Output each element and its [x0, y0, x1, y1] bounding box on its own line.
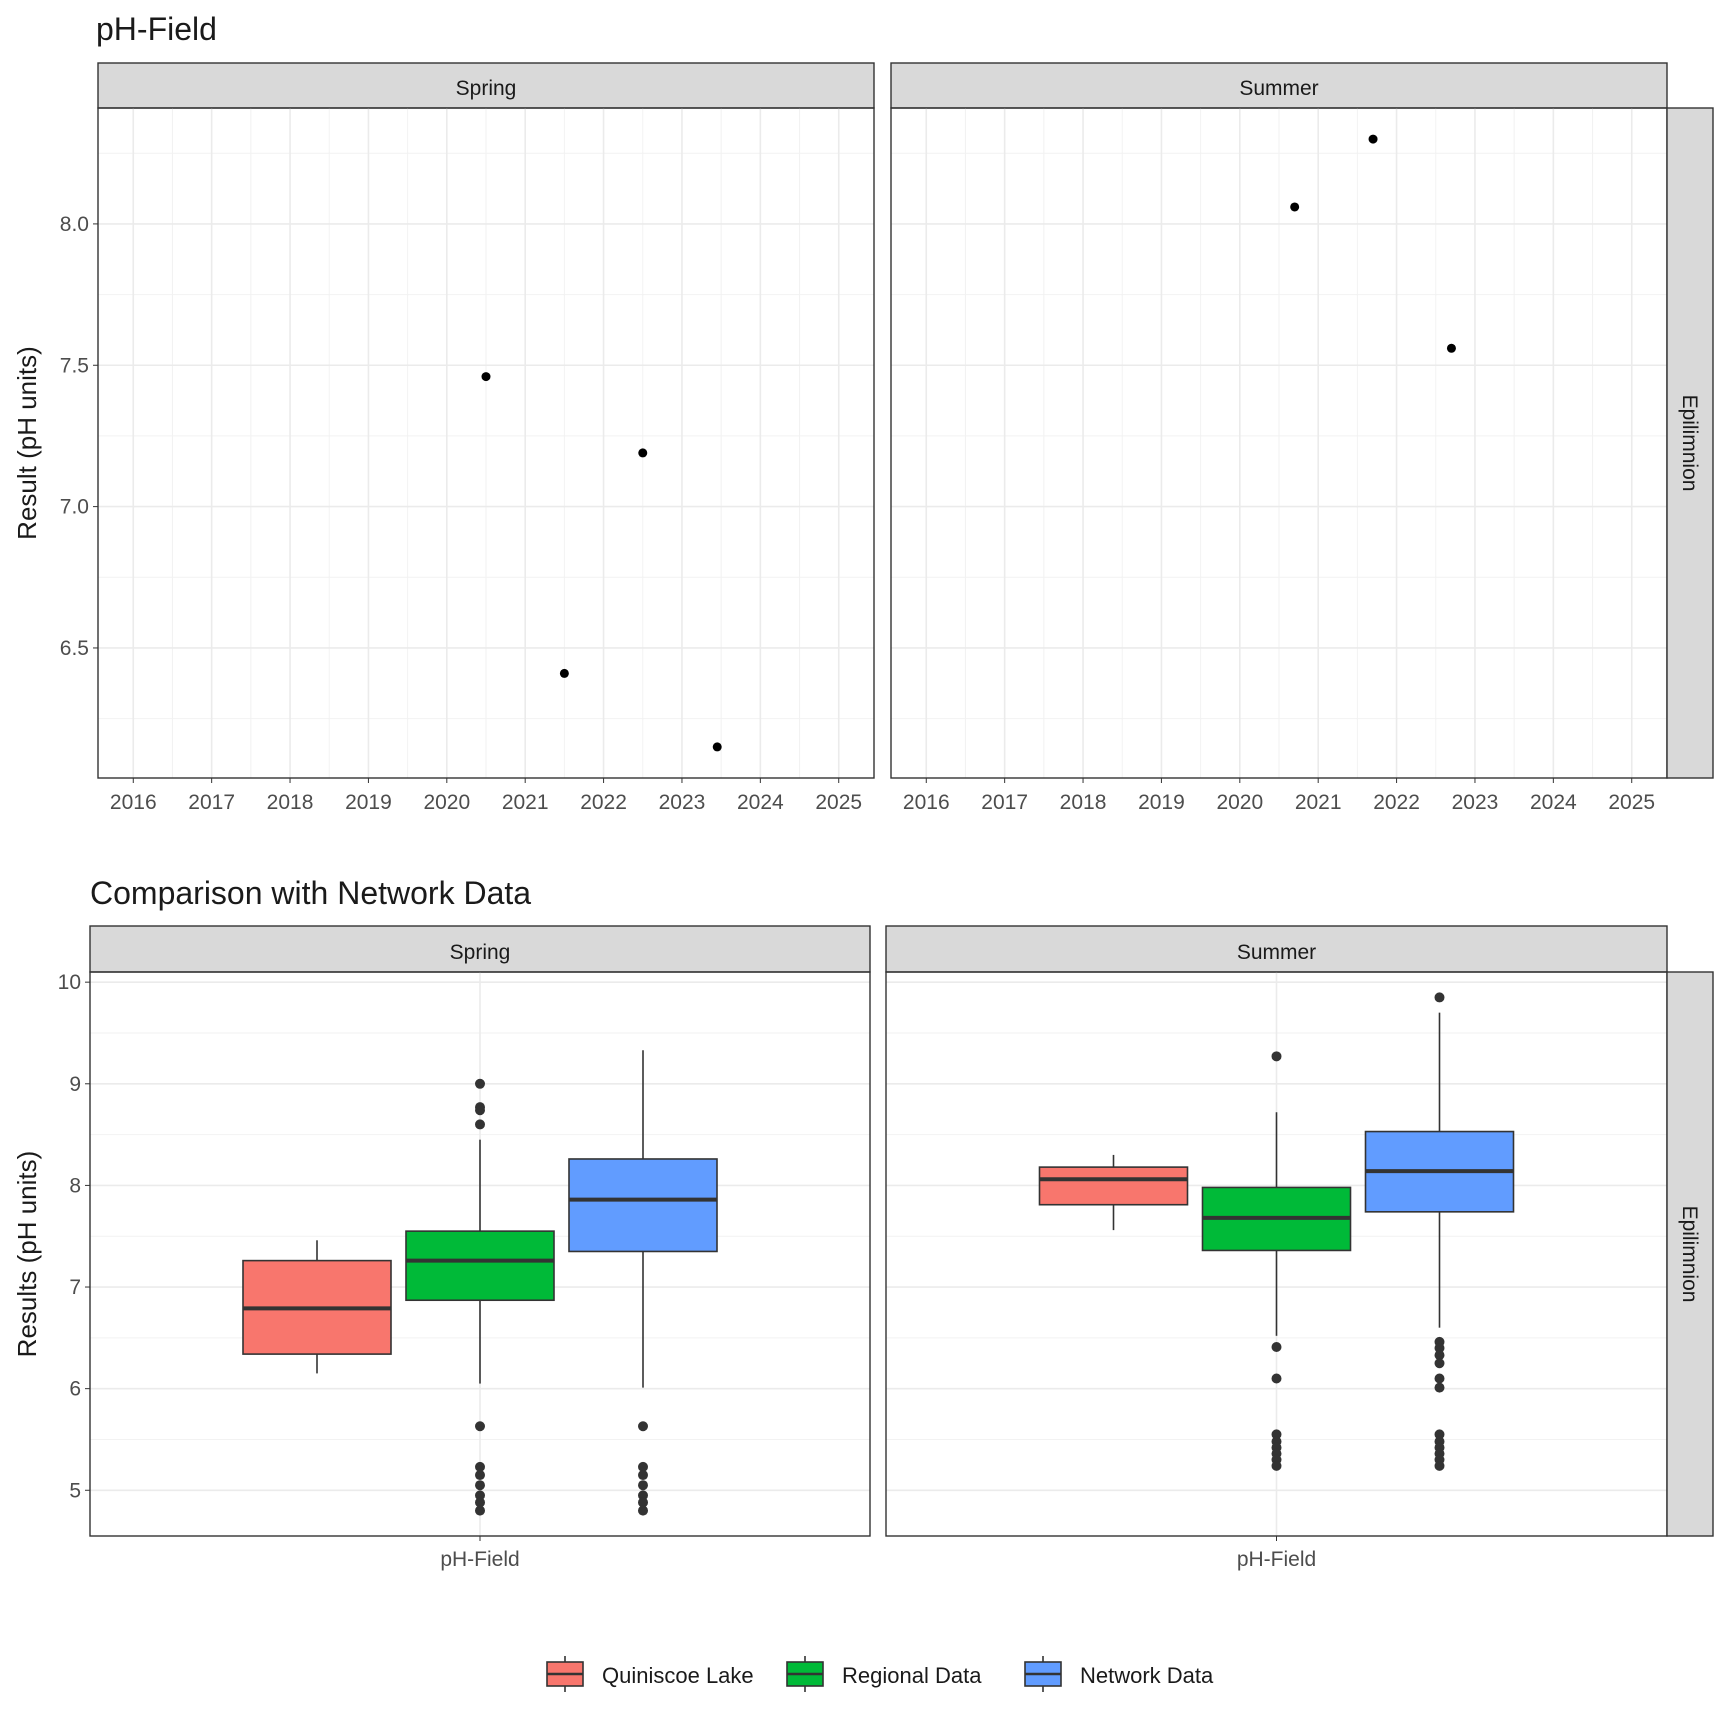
x-tick-label: pH-Field	[1237, 1548, 1316, 1571]
data-point	[1368, 134, 1378, 144]
outlier-point	[475, 1480, 485, 1491]
facet-label: Summer	[1237, 941, 1316, 964]
x-tick-label: 2018	[267, 791, 314, 814]
data-point	[712, 742, 722, 752]
outlier-point	[638, 1421, 648, 1432]
x-tick-label: 2016	[903, 791, 950, 814]
x-tick-label: pH-Field	[440, 1548, 519, 1571]
outlier-point	[1434, 1373, 1445, 1384]
x-tick-label: 2020	[1216, 791, 1263, 814]
facet-label: Spring	[450, 941, 511, 964]
outlier-point	[1271, 1341, 1282, 1352]
outlier-point	[475, 1078, 485, 1089]
x-tick-label: 2025	[1608, 791, 1655, 814]
box-body	[405, 1230, 555, 1302]
x-tick-label: 2025	[815, 791, 862, 814]
outlier-point	[475, 1505, 485, 1516]
x-tick-label: 2023	[659, 791, 706, 814]
facet-strip	[890, 62, 1668, 109]
chart-title: Comparison with Network Data	[90, 875, 531, 911]
outlier-point	[1434, 1350, 1445, 1361]
outlier-point	[638, 1461, 648, 1472]
panel-border	[97, 107, 875, 779]
legend-label: Quiniscoe Lake	[602, 1663, 754, 1688]
data-point	[481, 372, 491, 382]
outlier-point	[475, 1461, 485, 1472]
facet-strip-right	[1666, 107, 1714, 779]
outlier-point	[475, 1470, 485, 1481]
y-tick-label: 6.5	[60, 637, 89, 660]
outlier-point	[1434, 1343, 1445, 1353]
legend-label: Network Data	[1080, 1663, 1214, 1688]
x-tick-label: 2020	[423, 791, 470, 814]
facet-strip	[89, 925, 871, 973]
outlier-point	[638, 1470, 648, 1481]
data-point	[1290, 202, 1300, 212]
outlier-point	[638, 1505, 648, 1516]
x-tick-label: 2019	[345, 791, 392, 814]
outlier-point	[1434, 1358, 1445, 1369]
x-tick-label: 2022	[1373, 791, 1420, 814]
x-tick-label: 2024	[1530, 791, 1577, 814]
outlier-point	[475, 1105, 485, 1116]
outlier-point	[475, 1490, 485, 1501]
x-tick-label: 2022	[580, 791, 627, 814]
x-tick-label: 2016	[110, 791, 157, 814]
chart-title: pH-Field	[96, 11, 217, 47]
y-axis-label: Result (pH units)	[12, 346, 42, 540]
outlier-point	[475, 1119, 485, 1130]
x-tick-label: 2018	[1060, 791, 1107, 814]
outlier-point	[475, 1421, 485, 1432]
data-point	[559, 668, 569, 678]
outlier-point	[1434, 1460, 1445, 1471]
outlier-point	[1434, 992, 1445, 1003]
outlier-point	[475, 1497, 485, 1508]
outlier-point	[1271, 1460, 1282, 1471]
x-tick-label: 2021	[1295, 791, 1342, 814]
outlier-point	[638, 1490, 648, 1501]
outlier-point	[638, 1497, 648, 1508]
x-tick-label: 2017	[188, 791, 235, 814]
y-tick-label: 5	[69, 1479, 81, 1502]
box-body	[568, 1158, 718, 1253]
outlier-point	[638, 1480, 648, 1491]
box-body	[1038, 1166, 1189, 1206]
y-axis-label: Results (pH units)	[12, 1151, 42, 1358]
y-tick-label: 8.0	[60, 213, 89, 236]
outlier-point	[1434, 1429, 1445, 1440]
facet-strip-right	[1666, 971, 1714, 1537]
y-tick-label: 10	[58, 971, 81, 994]
outlier-point	[1434, 1382, 1445, 1393]
data-point	[1446, 343, 1456, 353]
facet-label: Spring	[456, 77, 517, 100]
data-point	[638, 448, 648, 458]
facet-label-right: Epilimnion	[1678, 395, 1701, 492]
outlier-point	[1271, 1051, 1282, 1062]
y-tick-label: 7	[69, 1276, 81, 1299]
outlier-point	[1271, 1429, 1282, 1440]
outlier-point	[1271, 1373, 1282, 1384]
x-tick-label: 2021	[502, 791, 549, 814]
facet-strip	[97, 62, 875, 109]
y-tick-label: 7.0	[60, 496, 89, 519]
legend-label: Regional Data	[842, 1663, 982, 1688]
facet-label-right: Epilimnion	[1678, 1206, 1701, 1303]
facet-label: Summer	[1239, 77, 1318, 100]
y-tick-label: 6	[69, 1378, 81, 1401]
y-tick-label: 9	[69, 1073, 81, 1096]
x-tick-label: 2017	[981, 791, 1028, 814]
x-tick-label: 2019	[1138, 791, 1185, 814]
y-tick-label: 7.5	[60, 354, 89, 377]
x-tick-label: 2023	[1452, 791, 1499, 814]
y-tick-label: 8	[69, 1174, 81, 1197]
x-tick-label: 2024	[737, 791, 784, 814]
